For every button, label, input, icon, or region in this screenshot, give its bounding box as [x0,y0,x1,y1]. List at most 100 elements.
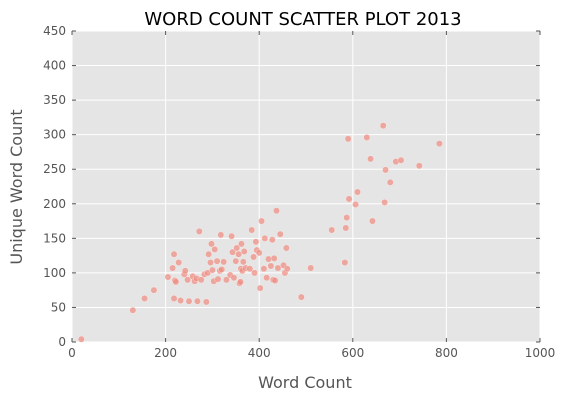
grid-lines [71,30,541,343]
x-tick-label: 400 [248,346,271,360]
data-point [342,224,350,232]
data-point [129,306,137,314]
data-point [267,262,275,270]
data-point [255,249,263,257]
data-point [141,295,148,302]
data-point [258,217,265,225]
data-point [230,274,238,282]
data-point [170,250,178,258]
y-tick-label: 150 [43,231,66,245]
data-point [229,248,236,256]
y-tick-label: 100 [43,266,66,280]
data-point [283,265,291,273]
data-point [354,188,361,196]
data-point [250,253,258,261]
data-point [218,265,226,273]
data-point [193,297,201,305]
data-point [207,259,214,266]
data-point [363,133,371,141]
data-point [211,245,219,253]
data-point [415,162,423,170]
data-point [214,275,222,283]
data-point [228,232,236,240]
data-point [164,273,172,281]
data-point [235,250,243,258]
data-point [150,286,158,294]
chart-title: WORD COUNT SCATTER PLOT 2013 [144,9,461,30]
x-tick-label: 600 [341,346,364,360]
data-point [181,267,189,275]
y-tick-label: 0 [58,335,66,349]
data-point [328,226,336,234]
data-point [222,276,230,284]
data-point [172,278,180,286]
data-point [177,297,185,304]
y-tick-label: 250 [43,162,66,176]
data-point [367,155,375,163]
data-point [435,140,443,148]
y-axis-title: Unique Word Count [7,109,26,264]
y-tick-label: 350 [43,93,66,107]
data-points [77,122,443,343]
y-tick-label: 300 [43,128,66,142]
data-point [263,274,271,282]
x-tick-label: 1000 [525,346,556,360]
data-point [169,264,177,272]
y-tick-label: 200 [43,197,66,211]
plot-area [72,31,540,342]
data-point [237,278,244,286]
data-point [397,156,405,164]
data-point [175,259,183,266]
data-point [237,240,245,248]
y-tick-label: 400 [43,59,66,73]
x-tick-label: 0 [68,346,76,360]
x-tick-label: 200 [154,346,177,360]
y-tick-label: 450 [43,24,66,38]
data-point [369,217,376,225]
data-point [233,244,241,252]
data-point [273,207,280,215]
data-point [217,231,225,239]
data-point [381,198,389,206]
data-point [252,238,260,246]
data-point [282,244,290,252]
data-point [77,335,85,343]
data-point [276,230,284,238]
data-point [220,258,228,266]
data-point [343,214,351,222]
data-point [345,195,353,203]
x-tick-label: 800 [435,346,458,360]
data-point [195,227,203,235]
data-point [197,276,205,284]
data-point [256,284,264,292]
data-point [341,259,349,266]
data-point [270,254,278,262]
y-tick-label: 50 [51,300,66,314]
data-point [184,276,192,284]
data-point [208,266,216,274]
data-point [386,178,394,186]
data-point [246,265,254,273]
data-point [307,264,315,272]
data-point [274,264,282,272]
data-point [268,236,276,244]
data-point [205,250,213,258]
data-point [239,258,247,266]
data-point [185,297,193,305]
data-point [232,257,240,265]
data-point [248,226,256,234]
axis-ticks: 0 200 400 600 800 1000 0 50 100 150 200 250 300 350 40… [43,24,555,360]
data-point [261,234,269,242]
data-point [344,135,352,143]
data-point [202,298,210,306]
data-point [213,257,221,265]
data-point [240,248,248,255]
data-point [251,269,258,277]
x-axis-title: Word Count [258,373,352,392]
data-point [352,201,360,208]
data-point [208,240,215,248]
data-point [170,295,178,302]
data-point [271,277,279,284]
data-point [297,293,305,301]
data-point [379,122,387,130]
